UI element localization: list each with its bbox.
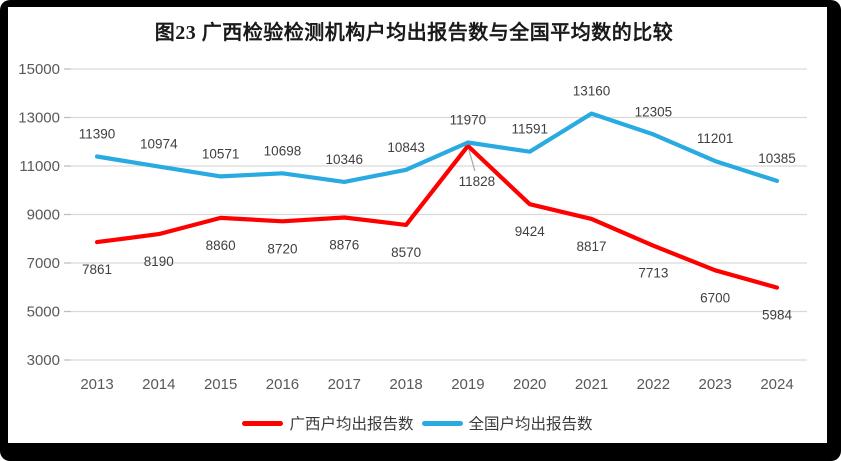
data-label: 8860	[206, 238, 236, 253]
x-axis-label: 2023	[698, 376, 731, 393]
y-axis-label: 5000	[27, 304, 60, 321]
y-axis-label: 7000	[27, 255, 60, 272]
x-axis-label: 2017	[328, 376, 361, 393]
legend-swatch-national	[421, 420, 463, 426]
legend-label-national: 全国户均出报告数	[468, 416, 593, 433]
series-line-1	[94, 111, 780, 184]
legend-item-guangxi: 广西户均出报告数	[242, 412, 414, 434]
chart-canvas	[8, 7, 827, 443]
x-axis-label: 2022	[637, 376, 670, 393]
x-axis-label: 2015	[204, 376, 237, 393]
data-label: 7861	[82, 262, 112, 277]
y-axis-label: 3000	[27, 352, 60, 369]
data-label: 8876	[329, 238, 359, 253]
y-axis-label: 11000	[19, 158, 60, 175]
data-label: 10385	[758, 151, 796, 166]
data-label: 8817	[577, 239, 607, 254]
data-label: 10346	[325, 152, 363, 167]
y-axis-label: 15000	[18, 61, 60, 78]
x-axis-label: 2013	[80, 376, 113, 393]
legend-item-national: 全国户均出报告数	[421, 412, 593, 434]
x-axis-label: 2016	[266, 376, 299, 393]
data-label: 7713	[638, 266, 668, 281]
y-axis-label: 9000	[27, 207, 60, 224]
y-axis-label: 13000	[18, 110, 60, 127]
data-label: 10843	[387, 140, 425, 155]
data-label: 11390	[79, 127, 116, 142]
legend: 广西户均出报告数 全国户均出报告数	[0, 412, 835, 434]
x-axis-label: 2014	[142, 376, 175, 393]
data-label: 11828	[459, 174, 496, 189]
label-leader-line	[468, 149, 476, 172]
data-label: 11201	[697, 131, 734, 146]
data-label: 8570	[391, 245, 421, 260]
x-axis-label: 2021	[575, 376, 608, 393]
data-label: 6700	[700, 290, 730, 305]
legend-swatch-guangxi	[242, 420, 284, 426]
data-label: 11591	[511, 122, 548, 137]
data-label: 8720	[267, 241, 297, 256]
x-axis-label: 2024	[760, 376, 793, 393]
chart-title: 图23 广西检验检测机构户均出报告数与全国平均数的比较	[154, 22, 674, 44]
legend-label-guangxi: 广西户均出报告数	[289, 416, 414, 433]
x-axis-label: 2019	[451, 376, 484, 393]
data-label: 8190	[144, 254, 174, 269]
data-label: 10571	[202, 146, 240, 161]
x-axis-label: 2020	[513, 376, 546, 393]
data-label: 5984	[762, 308, 793, 323]
x-axis-label: 2018	[389, 376, 422, 393]
data-label: 13160	[573, 84, 611, 99]
data-label: 12305	[635, 104, 673, 119]
data-label: 10698	[264, 143, 302, 158]
data-label: 9424	[515, 224, 546, 239]
series-line-0	[94, 143, 780, 290]
data-label: 10974	[140, 137, 178, 152]
data-label: 11970	[450, 112, 487, 127]
